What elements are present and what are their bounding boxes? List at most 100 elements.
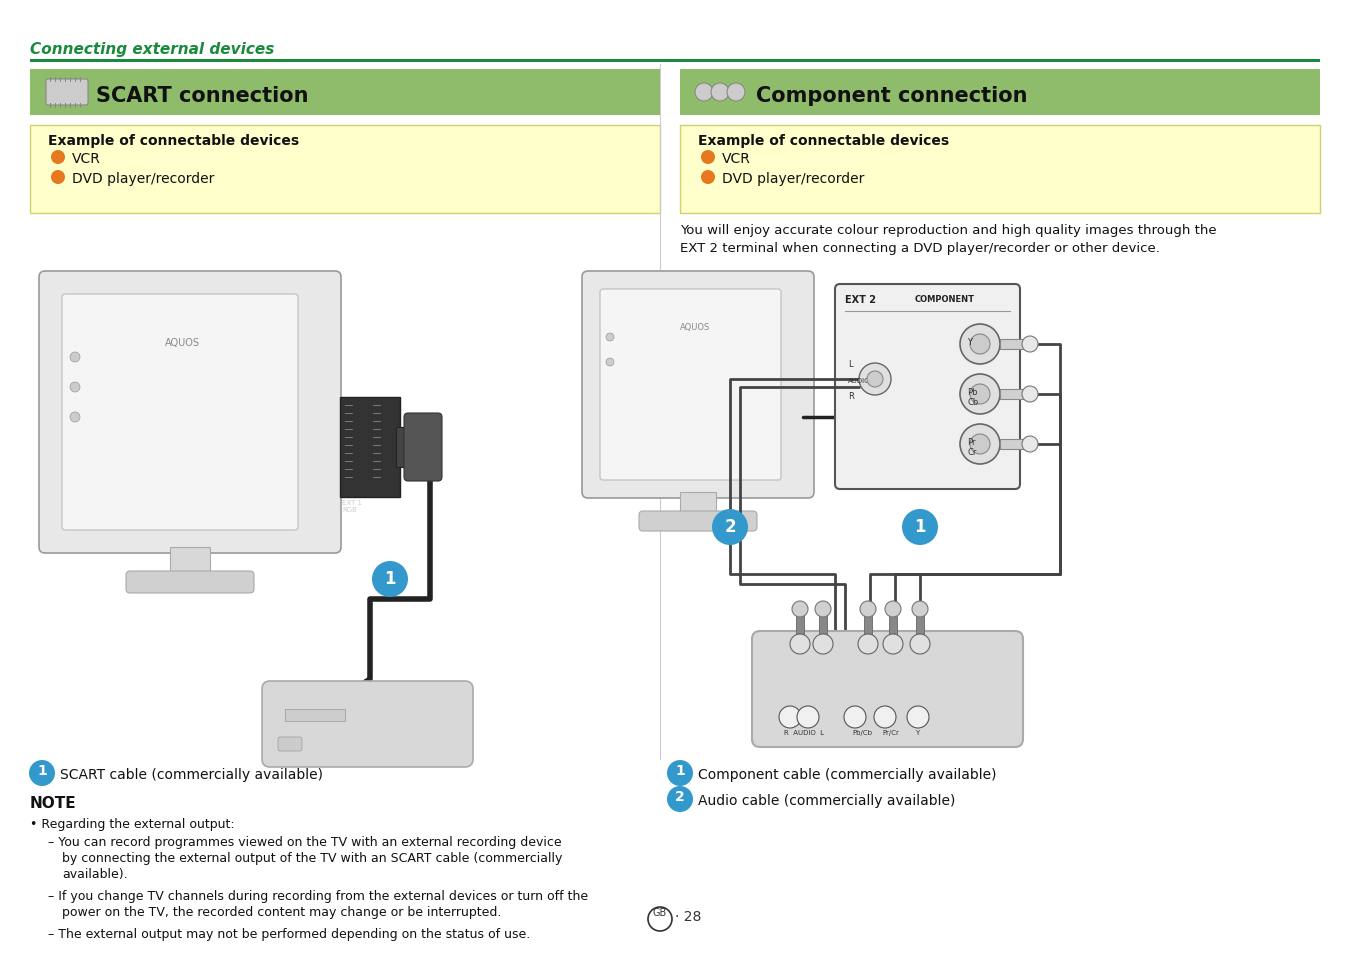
Ellipse shape	[886, 601, 900, 618]
Text: EXT 2 terminal when connecting a DVD player/recorder or other device.: EXT 2 terminal when connecting a DVD pla…	[680, 242, 1160, 254]
FancyBboxPatch shape	[752, 631, 1023, 747]
Text: DVD player/recorder: DVD player/recorder	[722, 172, 864, 186]
FancyBboxPatch shape	[599, 290, 782, 480]
Ellipse shape	[779, 706, 801, 728]
Text: – You can record programmes viewed on the TV with an external recording device: – You can record programmes viewed on th…	[49, 835, 562, 848]
Text: SCART cable (commercially available): SCART cable (commercially available)	[59, 767, 323, 781]
Ellipse shape	[1022, 387, 1038, 402]
Text: Pr
Cr: Pr Cr	[967, 437, 976, 456]
Text: VCR: VCR	[72, 152, 101, 166]
Text: AQUOS: AQUOS	[680, 323, 710, 332]
Bar	[340, 397, 400, 497]
Ellipse shape	[960, 325, 1000, 365]
Ellipse shape	[792, 601, 809, 618]
Bar	[890, 612, 896, 646]
Text: · 28: · 28	[675, 909, 702, 923]
Text: You will enjoy accurate colour reproduction and high quality images through the: You will enjoy accurate colour reproduct…	[680, 224, 1216, 236]
Bar	[917, 612, 923, 646]
Bar	[1000, 390, 1025, 399]
Text: COMPONENT: COMPONENT	[915, 294, 975, 304]
Ellipse shape	[815, 601, 832, 618]
Ellipse shape	[28, 760, 55, 786]
Text: by connecting the external output of the TV with an SCART cable (commercially: by connecting the external output of the…	[62, 851, 563, 864]
Text: R  AUDIO  L: R AUDIO L	[784, 729, 824, 735]
Bar	[1000, 339, 1025, 350]
Text: – The external output may not be performed depending on the status of use.: – The external output may not be perform…	[49, 927, 531, 940]
Text: 1: 1	[385, 569, 396, 587]
Text: power on the TV, the recorded content may change or be interrupted.: power on the TV, the recorded content ma…	[62, 905, 501, 918]
Ellipse shape	[701, 151, 716, 165]
Ellipse shape	[1022, 336, 1038, 353]
Text: VCR: VCR	[722, 152, 751, 166]
Text: 1: 1	[38, 763, 47, 778]
Text: Y: Y	[967, 337, 972, 347]
Text: – If you change TV channels during recording from the external devices or turn o: – If you change TV channels during recor…	[49, 889, 589, 902]
Text: Example of connectable devices: Example of connectable devices	[49, 133, 300, 148]
Text: 1: 1	[914, 517, 926, 536]
Ellipse shape	[860, 601, 876, 618]
Text: DVD player/recorder: DVD player/recorder	[72, 172, 215, 186]
Ellipse shape	[844, 706, 865, 728]
Ellipse shape	[1022, 436, 1038, 453]
Ellipse shape	[695, 84, 713, 102]
Text: Y: Y	[915, 729, 919, 735]
Text: Pr/Cr: Pr/Cr	[882, 729, 899, 735]
FancyBboxPatch shape	[262, 681, 472, 767]
FancyBboxPatch shape	[639, 512, 757, 532]
FancyBboxPatch shape	[836, 285, 1021, 490]
Text: L: L	[848, 359, 853, 369]
Ellipse shape	[859, 364, 891, 395]
Text: Pb
Cb: Pb Cb	[967, 388, 979, 407]
Text: GB: GB	[653, 907, 667, 917]
Text: • Regarding the external output:: • Regarding the external output:	[30, 817, 235, 830]
Ellipse shape	[373, 561, 408, 598]
Bar	[796, 612, 805, 646]
Ellipse shape	[796, 706, 819, 728]
Text: 1: 1	[675, 763, 684, 778]
Bar	[170, 547, 211, 578]
Text: 2: 2	[675, 789, 684, 803]
Text: Connecting external devices: Connecting external devices	[30, 42, 274, 57]
Ellipse shape	[971, 435, 990, 455]
Bar	[864, 612, 872, 646]
Text: available).: available).	[62, 867, 128, 880]
Bar	[680, 493, 716, 517]
Ellipse shape	[790, 635, 810, 655]
Text: 2: 2	[724, 517, 736, 536]
FancyBboxPatch shape	[39, 272, 342, 554]
Bar	[30, 60, 1320, 63]
Bar	[396, 428, 416, 468]
Text: NOTE: NOTE	[30, 795, 77, 810]
FancyBboxPatch shape	[582, 272, 814, 498]
Bar	[1000, 439, 1025, 450]
Ellipse shape	[902, 510, 938, 545]
Text: EXT 1
RGB: EXT 1 RGB	[342, 499, 362, 513]
Text: Component connection: Component connection	[756, 86, 1027, 106]
Ellipse shape	[51, 171, 65, 185]
Ellipse shape	[907, 706, 929, 728]
Ellipse shape	[960, 375, 1000, 415]
Ellipse shape	[667, 786, 693, 812]
Ellipse shape	[70, 382, 80, 393]
Ellipse shape	[813, 635, 833, 655]
Ellipse shape	[70, 353, 80, 363]
Ellipse shape	[667, 760, 693, 786]
FancyBboxPatch shape	[404, 414, 441, 481]
Bar	[285, 709, 346, 721]
Text: AUDIO: AUDIO	[848, 377, 871, 384]
Ellipse shape	[711, 510, 748, 545]
Ellipse shape	[606, 358, 614, 367]
Ellipse shape	[960, 424, 1000, 464]
Bar	[30, 126, 660, 213]
Ellipse shape	[51, 151, 65, 165]
Ellipse shape	[873, 706, 896, 728]
Ellipse shape	[859, 635, 878, 655]
Ellipse shape	[711, 84, 729, 102]
Ellipse shape	[728, 84, 745, 102]
Text: AQUOS: AQUOS	[165, 337, 200, 348]
FancyBboxPatch shape	[278, 738, 302, 751]
Bar	[680, 126, 1320, 213]
Text: R: R	[848, 392, 853, 400]
Text: Pb/Cb: Pb/Cb	[852, 729, 872, 735]
Ellipse shape	[867, 372, 883, 388]
